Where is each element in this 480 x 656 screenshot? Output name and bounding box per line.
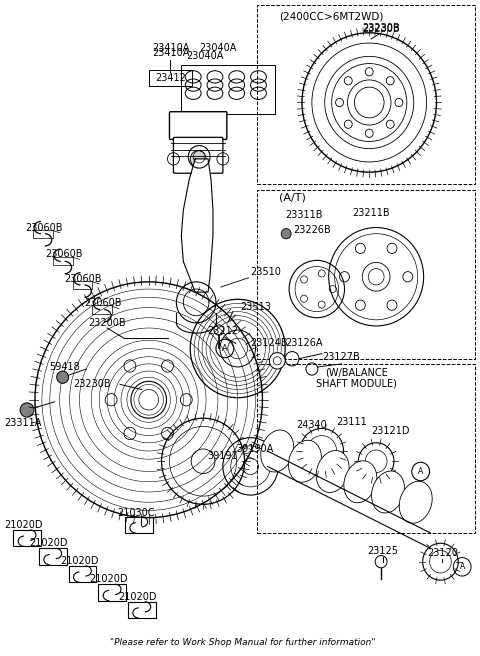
FancyBboxPatch shape <box>169 112 227 139</box>
Text: (2400CC>6MT2WD): (2400CC>6MT2WD) <box>279 11 384 22</box>
Ellipse shape <box>399 482 432 523</box>
Text: 23060B: 23060B <box>65 274 102 284</box>
Text: 24340: 24340 <box>297 420 327 430</box>
Bar <box>181 64 276 113</box>
Bar <box>72 281 92 289</box>
Text: 23127B: 23127B <box>323 352 360 361</box>
Bar <box>39 548 67 565</box>
Ellipse shape <box>316 451 349 493</box>
Bar <box>125 517 153 533</box>
Text: 23410A: 23410A <box>152 49 189 58</box>
Text: 23120: 23120 <box>427 548 458 558</box>
Text: 39190A: 39190A <box>236 444 273 454</box>
Text: (A/T): (A/T) <box>279 193 306 203</box>
Text: 23513: 23513 <box>240 302 272 312</box>
Text: 23126A: 23126A <box>285 338 323 348</box>
Circle shape <box>269 352 285 369</box>
Bar <box>257 364 475 533</box>
Text: "Please refer to Work Shop Manual for further information": "Please refer to Work Shop Manual for fu… <box>110 638 375 647</box>
FancyBboxPatch shape <box>173 137 223 173</box>
Text: 23040A: 23040A <box>199 43 237 53</box>
Text: 39191: 39191 <box>207 451 238 461</box>
Text: 23060B: 23060B <box>25 222 62 232</box>
Ellipse shape <box>344 461 377 502</box>
Bar <box>13 530 41 546</box>
Text: 23226B: 23226B <box>293 224 331 235</box>
Text: 23410A: 23410A <box>152 43 189 53</box>
Text: SHAFT MODULE): SHAFT MODULE) <box>316 379 397 388</box>
Text: 21020D: 21020D <box>4 520 42 530</box>
Text: (W/BALANCE: (W/BALANCE <box>325 367 388 377</box>
Text: 23311A: 23311A <box>4 419 42 428</box>
Text: 23230B: 23230B <box>362 23 400 33</box>
Bar <box>98 584 126 601</box>
Text: 21020D: 21020D <box>89 574 127 584</box>
Circle shape <box>20 403 34 417</box>
Circle shape <box>190 151 206 167</box>
Text: 21020D: 21020D <box>60 556 99 565</box>
Text: 23060B: 23060B <box>84 298 122 308</box>
Text: 23212: 23212 <box>207 326 239 336</box>
Bar <box>149 70 192 86</box>
Text: 23510: 23510 <box>251 266 281 277</box>
Text: 23230B: 23230B <box>73 379 111 390</box>
Text: 23040A: 23040A <box>186 51 224 62</box>
Text: 23230B: 23230B <box>362 24 400 33</box>
Text: 21020D: 21020D <box>119 592 157 602</box>
Text: 23211B: 23211B <box>352 208 390 218</box>
Text: 23124B: 23124B <box>251 338 288 348</box>
Bar <box>257 5 475 184</box>
Bar <box>69 565 96 583</box>
Circle shape <box>281 228 291 239</box>
Text: A: A <box>459 562 465 571</box>
Text: 23060B: 23060B <box>45 249 83 259</box>
Circle shape <box>214 325 224 335</box>
Ellipse shape <box>372 471 405 513</box>
Text: A: A <box>222 344 228 353</box>
Text: 23200B: 23200B <box>88 318 126 328</box>
Text: 21020D: 21020D <box>30 539 68 548</box>
Circle shape <box>57 371 69 383</box>
Text: A: A <box>418 467 423 476</box>
Bar <box>257 190 475 359</box>
Text: 23121D: 23121D <box>372 426 410 436</box>
Text: 23412: 23412 <box>155 73 186 83</box>
Text: 23125: 23125 <box>368 546 398 556</box>
Bar <box>53 257 72 266</box>
Text: 23111: 23111 <box>336 417 367 427</box>
Text: 23311B: 23311B <box>285 211 323 220</box>
Bar <box>92 306 112 314</box>
Ellipse shape <box>288 440 322 482</box>
Bar <box>33 230 53 237</box>
Text: 59418: 59418 <box>49 362 80 372</box>
Text: 21030C: 21030C <box>117 508 155 518</box>
Bar <box>128 602 156 618</box>
Ellipse shape <box>261 430 294 472</box>
